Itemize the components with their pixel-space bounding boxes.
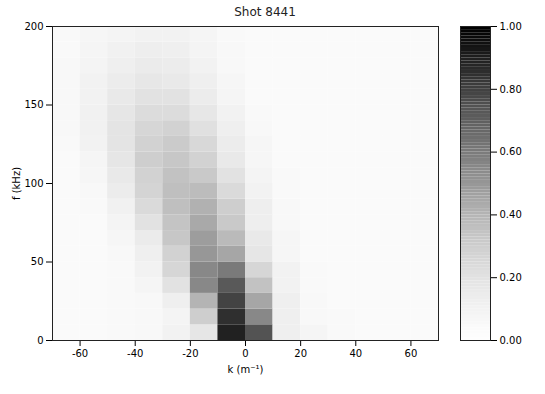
svg-text:100: 100 bbox=[24, 178, 43, 189]
html-text:Shot 8441: Shot 8441 bbox=[234, 5, 296, 19]
svg-text:0.80: 0.80 bbox=[500, 84, 522, 95]
svg-text:-40: -40 bbox=[127, 348, 143, 359]
svg-text:150: 150 bbox=[24, 99, 43, 110]
svg-text:-20: -20 bbox=[182, 348, 198, 359]
svg-text:k (m⁻¹): k (m⁻¹) bbox=[228, 364, 264, 375]
svg-text:-60: -60 bbox=[72, 348, 88, 359]
svg-text:60: 60 bbox=[405, 348, 418, 359]
svg-text:0: 0 bbox=[37, 335, 43, 346]
svg-text:0.60: 0.60 bbox=[500, 146, 522, 157]
svg-text:200: 200 bbox=[24, 21, 43, 32]
svg-text:40: 40 bbox=[349, 348, 362, 359]
svg-text:0.20: 0.20 bbox=[500, 272, 522, 283]
svg-text:50: 50 bbox=[31, 256, 44, 267]
svg-text:0: 0 bbox=[242, 348, 248, 359]
svg-text:20: 20 bbox=[294, 348, 307, 359]
svg-text:f (kHz): f (kHz) bbox=[11, 167, 22, 200]
svg-text:0.00: 0.00 bbox=[500, 335, 522, 346]
svg-text:1.00: 1.00 bbox=[500, 21, 522, 32]
svg-text:0.40: 0.40 bbox=[500, 209, 522, 220]
